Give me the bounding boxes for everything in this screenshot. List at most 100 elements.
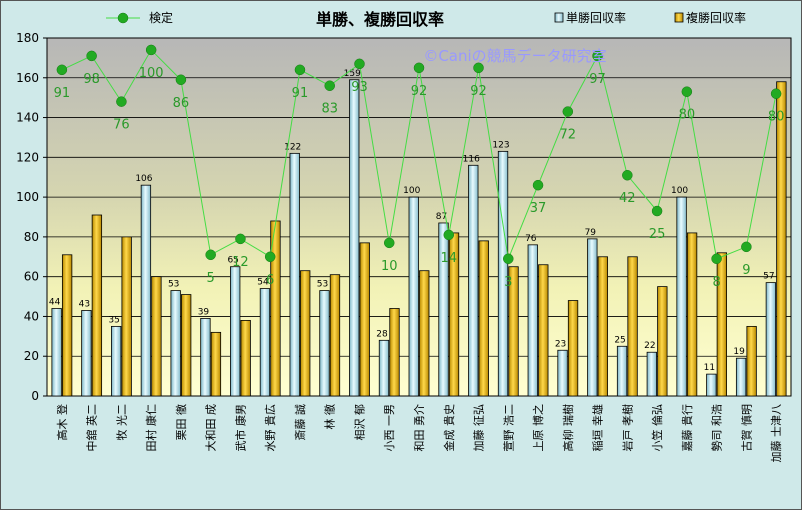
- bar-fukusho: [61, 254, 73, 397]
- legend-label-kentei: 検定: [149, 10, 173, 25]
- legend-label-tansho: 単勝回収率: [566, 10, 626, 25]
- bar-value-label: 87: [436, 212, 447, 222]
- line-value-label: 25: [649, 227, 666, 242]
- legend-label-fukusho: 複勝回収率: [686, 10, 746, 25]
- bar-value-label: 159: [344, 69, 361, 79]
- bar-value-label: 35: [108, 315, 119, 325]
- x-category-label: 萱野 浩二: [502, 404, 515, 452]
- line-value-label: 97: [589, 72, 606, 87]
- line-value-label: 37: [530, 201, 547, 216]
- line-point: [324, 80, 335, 91]
- bar-tansho: [557, 349, 568, 397]
- line-point: [205, 249, 216, 261]
- x-category-label: 武市 康男: [233, 404, 247, 452]
- line-value-label: 92: [470, 84, 487, 99]
- bar-value-label: 122: [284, 142, 301, 152]
- line-value-label: 92: [411, 84, 428, 99]
- bar-tansho: [706, 373, 717, 397]
- x-category-label: 高柳 瑞樹: [561, 404, 575, 452]
- line-value-label: 76: [113, 118, 130, 133]
- y-tick-label: 100: [16, 190, 39, 204]
- line-value-label: 72: [560, 128, 577, 143]
- x-category-label: 古賀 慎明: [739, 404, 753, 452]
- bar-fukusho: [776, 81, 787, 397]
- bar-tansho: [81, 310, 92, 397]
- line-point: [651, 205, 663, 217]
- bar-value-label: 100: [671, 186, 688, 196]
- bar-fukusho: [657, 286, 668, 397]
- bar-tansho: [408, 196, 419, 397]
- bar-fukusho: [329, 274, 341, 397]
- x-category-label: 中舘 英二: [85, 404, 99, 452]
- bar-tansho: [51, 308, 62, 397]
- line-value-label: 91: [292, 86, 309, 101]
- x-category-label: 和田 勇介: [413, 404, 426, 452]
- y-axis: 0 20 40 60 80 100 120 140 160 180: [16, 31, 47, 403]
- bar-tansho: [468, 164, 479, 397]
- bar-fukusho: [686, 232, 698, 397]
- bar-fukusho: [716, 252, 727, 397]
- bar-fukusho: [478, 240, 489, 397]
- bar-value-label: 43: [79, 299, 90, 309]
- line-point: [354, 58, 365, 70]
- legend-line-marker: [117, 12, 129, 24]
- bar-value-label: 57: [763, 272, 774, 282]
- bar-fukusho: [210, 331, 222, 397]
- line-point: [562, 106, 574, 117]
- line-value-label: 3: [504, 275, 512, 290]
- y-tick-label: 160: [16, 71, 39, 85]
- bar-value-label: 25: [614, 335, 625, 345]
- bar-fukusho: [448, 232, 460, 397]
- bar-tansho: [676, 196, 687, 397]
- y-tick-label: 140: [16, 111, 39, 125]
- line-point: [622, 169, 633, 181]
- y-tick-label: 0: [31, 389, 39, 403]
- bar-fukusho: [508, 266, 519, 397]
- y-tick-label: 60: [24, 270, 39, 284]
- line-point: [770, 88, 782, 99]
- line-point: [264, 251, 276, 263]
- x-category-label: 高木 登: [55, 404, 69, 441]
- bars: [51, 79, 787, 397]
- y-tick-label: 40: [24, 309, 39, 323]
- legend-swatch-tansho: [554, 12, 564, 23]
- line-value-label: 9: [742, 263, 750, 278]
- chart-title: 単勝、複勝回収率: [316, 10, 444, 29]
- line-point: [145, 44, 157, 56]
- bar-tansho: [349, 79, 360, 397]
- line-value-label: 93: [351, 80, 368, 95]
- bar-tansho: [259, 288, 271, 397]
- line-value-label: 98: [83, 72, 100, 87]
- bar-tansho: [140, 184, 152, 397]
- x-category-label: 水野 貴広: [263, 404, 277, 452]
- bar-fukusho: [240, 320, 251, 397]
- bar-fukusho: [91, 214, 103, 397]
- x-axis: 高木 登 中舘 英二 牧 光二 田村 康仁 栗田 徹 大和田 成 武市 康男 水野 貴広 斎藤 …: [55, 404, 783, 463]
- bar-value-label: 39: [198, 307, 210, 317]
- bar-value-label: 53: [168, 280, 179, 290]
- line-point: [175, 74, 187, 86]
- line-point: [86, 50, 97, 62]
- bar-tansho: [438, 222, 449, 397]
- bar-tansho: [646, 351, 657, 397]
- line-value-label: 10: [381, 259, 398, 274]
- bar-tansho: [319, 290, 330, 397]
- bar-fukusho: [567, 300, 579, 397]
- bar-fukusho: [359, 242, 370, 397]
- bar-value-label: 76: [525, 234, 537, 244]
- bar-fukusho: [389, 308, 400, 397]
- bar-tansho: [527, 244, 538, 397]
- line-point: [503, 253, 514, 265]
- bar-value-label: 123: [492, 140, 509, 150]
- line-value-label: 86: [173, 96, 190, 111]
- y-tick-label: 180: [16, 31, 39, 45]
- line-value-label: 80: [679, 108, 696, 123]
- line-value-label: 91: [54, 86, 71, 101]
- line-point: [443, 229, 455, 241]
- line-value-label: 100: [139, 66, 164, 81]
- x-category-label: 牧 光二: [114, 404, 128, 441]
- bar-value-label: 19: [733, 347, 745, 357]
- x-category-label: 栗田 徹: [174, 404, 188, 441]
